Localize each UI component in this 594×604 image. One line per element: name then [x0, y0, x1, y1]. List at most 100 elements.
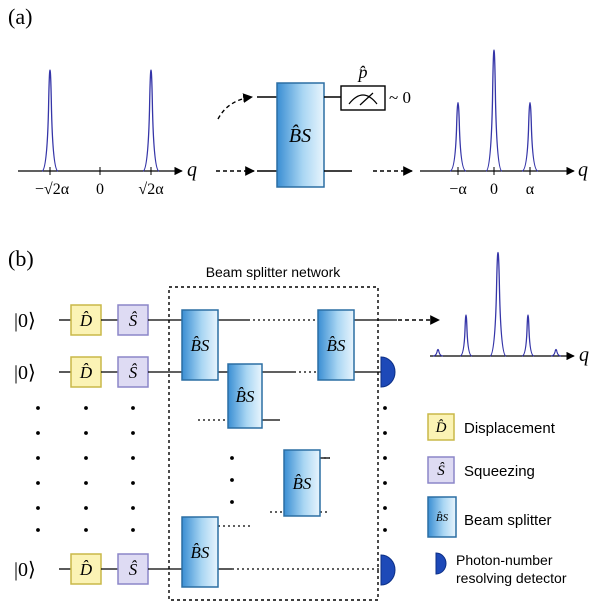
ellipsis-dot	[383, 481, 387, 485]
beam-splitter	[181, 309, 219, 381]
beam-splitter	[317, 309, 355, 381]
measurement-result: ~ 0	[389, 88, 411, 107]
output-peak-3	[489, 252, 507, 357]
squeezing-gate-label: Ŝ	[129, 311, 138, 330]
legend-detector-icon	[435, 552, 447, 575]
panel-b-label: (b)	[8, 246, 34, 271]
curved-input-arrow	[217, 93, 253, 120]
output-plot: q	[430, 252, 589, 366]
input-state-label: |0⟩	[14, 362, 36, 384]
legend-squeezing-symbol: Ŝ	[437, 462, 445, 479]
ellipsis-dot	[36, 481, 40, 485]
displacement-gate-label: D̂	[79, 311, 93, 330]
beam-splitter-label: B̂S	[236, 387, 255, 406]
photon-detector-icon	[380, 356, 396, 388]
network-boundary	[168, 286, 379, 601]
ellipsis-dot	[36, 528, 40, 532]
displacement-gate-label: D̂	[79, 560, 93, 579]
legend-squeezing-swatch	[427, 456, 455, 484]
ellipsis-dots	[36, 406, 387, 532]
ellipsis-dot	[383, 431, 387, 435]
output-peak-4	[521, 314, 535, 357]
beam-splitter	[283, 449, 321, 517]
beam-splitter	[227, 363, 263, 429]
ellipsis-dot	[131, 528, 135, 532]
ellipsis-dot	[84, 406, 88, 410]
ellipsis-dot	[36, 406, 40, 410]
ellipsis-dot	[230, 500, 234, 504]
right-axis-label: q	[578, 159, 588, 181]
ellipsis-dot	[131, 481, 135, 485]
right-plot: −α 0 α q	[420, 49, 588, 198]
legend-beam-splitter-swatch	[427, 496, 457, 538]
legend-displacement-swatch	[427, 413, 455, 441]
ellipsis-dot	[131, 456, 135, 460]
beam-splitter	[181, 516, 219, 588]
ellipsis-dot	[36, 456, 40, 460]
ellipsis-dot	[36, 431, 40, 435]
right-peak-1	[449, 102, 467, 172]
output-peak-5	[550, 348, 562, 357]
network-title: Beam splitter network	[206, 264, 342, 280]
displacement-gate	[70, 304, 102, 336]
legend-squeezing-text: Squeezing	[464, 463, 535, 480]
legend-displacement-text: Displacement	[464, 420, 556, 437]
beam-splitter-label: B̂S	[327, 336, 346, 355]
measurement-operator: p̂	[357, 62, 368, 82]
input-state-label: |0⟩	[14, 310, 36, 332]
panel-a-label: (a)	[8, 4, 32, 29]
ellipsis-dot	[84, 506, 88, 510]
ellipsis-dot	[36, 506, 40, 510]
right-peak-3	[521, 102, 539, 172]
meter-needle-icon	[359, 92, 374, 106]
left-tick-label-3: √2α	[138, 181, 164, 198]
panel-a-circuit: B̂S p̂ ~ 0	[216, 62, 413, 188]
ellipsis-dot	[131, 406, 135, 410]
displacement-gate-label: D̂	[79, 363, 93, 382]
input-state-label: |0⟩	[14, 559, 36, 581]
right-tick-label-2: 0	[490, 181, 498, 198]
beam-splitter-a-label: B̂S	[289, 124, 311, 147]
left-tick-label-2: 0	[96, 181, 104, 198]
beam-splitter-label: B̂S	[191, 336, 210, 355]
ellipsis-dot	[84, 431, 88, 435]
left-peak-2	[142, 69, 160, 172]
left-axis-label: q	[187, 159, 197, 181]
ellipsis-dot	[84, 528, 88, 532]
legend-detector-text-line-1: Photon-number	[456, 552, 553, 568]
ellipsis-dot	[383, 528, 387, 532]
mode-layer: |0⟩ D̂ Ŝ |0⟩ D̂ Ŝ |0⟩ D̂ Ŝ	[14, 304, 397, 585]
beam-splitter-label: B̂S	[293, 474, 312, 493]
left-tick-label-1: −√2α	[35, 181, 70, 198]
beam-splitter-layer: B̂S B̂S B̂S B̂S B̂S	[181, 309, 355, 588]
ellipsis-dot	[383, 406, 387, 410]
ellipsis-dot	[131, 506, 135, 510]
right-tick-label-3: α	[526, 181, 535, 198]
ellipsis-dot	[84, 481, 88, 485]
ellipsis-dot	[230, 478, 234, 482]
output-axis-label: q	[579, 344, 589, 366]
ellipsis-dot	[383, 456, 387, 460]
beam-splitter-a	[276, 82, 325, 188]
squeezing-gate-label: Ŝ	[129, 363, 138, 382]
beam-splitter-label: B̂S	[191, 543, 210, 562]
legend-detector-text-line-2: resolving detector	[456, 570, 567, 586]
meter-dial-icon	[348, 94, 378, 105]
left-peak-1	[41, 69, 59, 172]
legend-displacement-symbol: D̂	[435, 420, 447, 436]
left-plot: −√2α 0 √2α q	[18, 69, 197, 198]
output-peak-1	[432, 348, 444, 357]
legend: D̂ Displacement Ŝ Squeezing B̂S Beam sp…	[427, 413, 567, 586]
legend-beam-splitter-text: Beam splitter	[464, 512, 552, 529]
homodyne-meter	[340, 85, 386, 111]
ellipsis-dot	[84, 456, 88, 460]
right-peak-2	[485, 49, 503, 172]
ellipsis-dot	[131, 431, 135, 435]
squeezing-gate	[117, 356, 149, 388]
ellipsis-dot	[383, 506, 387, 510]
photon-detector-icon	[380, 554, 396, 586]
output-peak-2	[459, 314, 473, 357]
legend-beam-splitter-symbol: B̂S	[436, 511, 449, 524]
right-tick-label-1: −α	[449, 181, 467, 198]
